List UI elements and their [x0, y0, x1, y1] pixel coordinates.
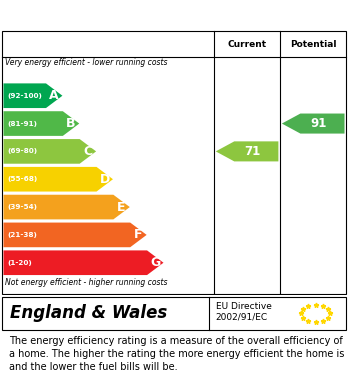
Text: D: D: [100, 173, 110, 186]
Text: G: G: [150, 256, 160, 269]
Text: (21-38): (21-38): [8, 232, 38, 238]
Text: Very energy efficient - lower running costs: Very energy efficient - lower running co…: [5, 58, 168, 67]
Polygon shape: [216, 142, 278, 161]
Text: Energy Efficiency Rating: Energy Efficiency Rating: [9, 7, 229, 23]
Polygon shape: [3, 167, 113, 192]
Text: England & Wales: England & Wales: [10, 304, 168, 323]
Text: (92-100): (92-100): [8, 93, 42, 99]
Polygon shape: [3, 222, 147, 247]
Text: F: F: [134, 228, 143, 241]
Text: Current: Current: [228, 39, 267, 48]
Polygon shape: [3, 195, 130, 219]
Text: The energy efficiency rating is a measure of the overall efficiency of a home. T: The energy efficiency rating is a measur…: [9, 336, 344, 372]
Text: 71: 71: [244, 145, 260, 158]
Text: 91: 91: [310, 117, 327, 130]
Text: C: C: [83, 145, 93, 158]
Polygon shape: [282, 113, 345, 134]
Text: A: A: [49, 89, 59, 102]
Text: B: B: [66, 117, 76, 130]
Text: EU Directive
2002/91/EC: EU Directive 2002/91/EC: [216, 302, 272, 321]
Text: Not energy efficient - higher running costs: Not energy efficient - higher running co…: [5, 278, 168, 287]
Text: (1-20): (1-20): [8, 260, 32, 266]
Polygon shape: [3, 250, 164, 275]
Text: Potential: Potential: [290, 39, 337, 48]
Text: (69-80): (69-80): [8, 149, 38, 154]
Text: (55-68): (55-68): [8, 176, 38, 182]
Text: (39-54): (39-54): [8, 204, 38, 210]
Polygon shape: [3, 83, 62, 108]
Polygon shape: [3, 139, 96, 164]
Text: (81-91): (81-91): [8, 120, 38, 127]
Text: E: E: [117, 201, 126, 213]
Polygon shape: [3, 111, 79, 136]
